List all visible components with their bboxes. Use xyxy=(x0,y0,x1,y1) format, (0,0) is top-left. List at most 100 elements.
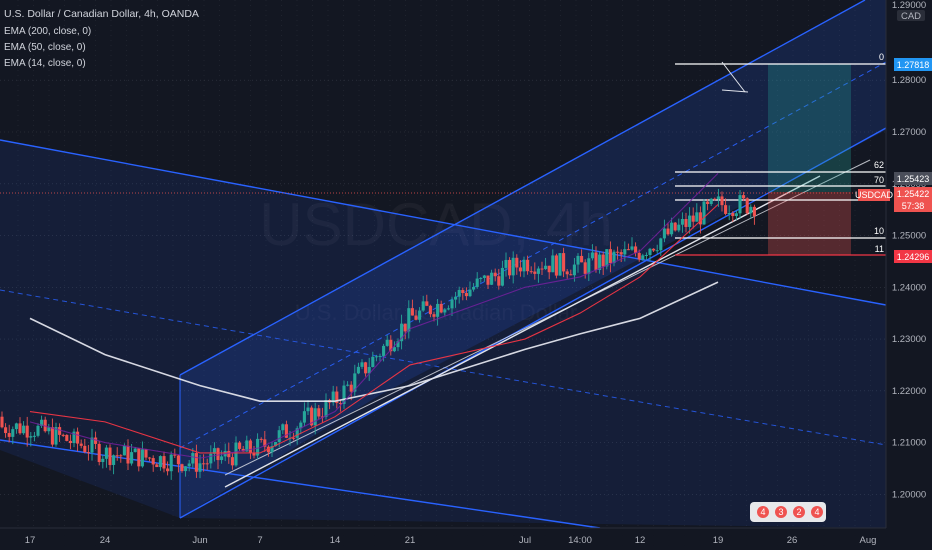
pattern-line-1[interactable] xyxy=(721,61,746,93)
currency-badge[interactable] xyxy=(897,10,925,21)
candle-body xyxy=(511,257,515,276)
candle-body xyxy=(684,219,688,227)
candle-body xyxy=(72,431,76,444)
badge-icon-2[interactable] xyxy=(775,506,787,518)
candle-body xyxy=(468,289,472,297)
descending-channel-upper[interactable] xyxy=(0,139,887,306)
time-tick-label: 14 xyxy=(330,535,341,546)
position-stop-zone[interactable] xyxy=(768,192,851,255)
candle-body xyxy=(119,455,123,457)
candle-body xyxy=(40,419,44,426)
time-tick-label: 26 xyxy=(787,535,798,546)
fib-label-62: 62 xyxy=(874,160,884,170)
candle-body xyxy=(299,422,303,429)
candle-body xyxy=(306,407,310,412)
candle-body xyxy=(122,445,126,456)
candle-body xyxy=(158,456,162,468)
candle-body xyxy=(734,213,738,217)
position-target-zone[interactable] xyxy=(768,64,851,192)
candle-body xyxy=(137,448,141,467)
candle-body xyxy=(641,255,645,260)
candle-body xyxy=(580,255,584,263)
ema-line[interactable] xyxy=(29,173,719,459)
candle-body xyxy=(198,463,202,472)
candle-body xyxy=(14,423,18,430)
candle-body xyxy=(446,308,450,310)
fib-label-0: 0 xyxy=(879,52,884,62)
ascending-channel-mid[interactable] xyxy=(179,61,887,449)
pattern-line-2[interactable] xyxy=(721,89,749,93)
price-tick-label: 1.21000 xyxy=(892,438,926,449)
candle-body xyxy=(490,272,494,285)
candle-body xyxy=(130,452,134,464)
candle-body xyxy=(634,246,638,253)
candle-body xyxy=(626,249,630,251)
candle-body xyxy=(364,362,368,374)
candle-body xyxy=(310,407,314,426)
candle-body xyxy=(29,436,33,438)
candle-body xyxy=(522,259,526,272)
candle-body xyxy=(562,253,566,272)
candle-body xyxy=(482,275,486,278)
badge-icon-3[interactable] xyxy=(793,506,805,518)
candle-body xyxy=(342,385,346,404)
candle-body xyxy=(583,262,587,274)
candle-body xyxy=(432,314,436,317)
candle-body xyxy=(540,268,544,270)
candles-layer xyxy=(0,188,756,480)
badge-icon-1[interactable] xyxy=(757,506,769,518)
plot-area[interactable] xyxy=(0,0,886,528)
candle-body xyxy=(191,453,195,464)
candle-body xyxy=(403,323,407,332)
candle-body xyxy=(104,447,108,459)
candle-body xyxy=(709,198,713,205)
candle-body xyxy=(630,246,634,250)
price-tag-fib xyxy=(894,172,932,185)
candle-body xyxy=(637,252,641,260)
candle-body xyxy=(43,419,47,432)
price-tag-countdown: 57:38 xyxy=(902,201,925,211)
grid xyxy=(0,0,886,528)
descending-channel-mid[interactable] xyxy=(0,289,887,446)
candle-body xyxy=(176,455,180,465)
candle-body xyxy=(529,271,533,273)
candle-body xyxy=(612,251,616,264)
indicator-ema200[interactable]: EMA (200, close, 0) xyxy=(4,26,91,37)
candle-body xyxy=(706,201,710,205)
candle-body xyxy=(317,408,321,417)
trendline-1[interactable] xyxy=(224,175,821,488)
candle-body xyxy=(745,198,749,214)
time-axis[interactable] xyxy=(0,528,886,550)
ascending-channel-upper[interactable] xyxy=(179,0,866,376)
candle-body xyxy=(752,206,756,217)
candle-body xyxy=(367,366,371,374)
indicator-ema14[interactable]: EMA (14, close, 0) xyxy=(4,58,86,69)
candle-body xyxy=(673,222,677,231)
candle-body xyxy=(144,449,148,458)
ema-line[interactable] xyxy=(29,204,719,454)
candle-body xyxy=(360,362,364,367)
badge-icon-4[interactable] xyxy=(811,506,823,518)
candle-body xyxy=(86,452,90,454)
candle-body xyxy=(716,196,720,200)
candle-body xyxy=(702,201,706,225)
candle-body xyxy=(382,345,386,356)
watermark-symbol: USDCAD, 4h xyxy=(259,191,612,258)
candle-body xyxy=(738,195,742,214)
candle-body xyxy=(220,456,224,461)
badge-2: 3 xyxy=(778,507,783,517)
candle-body xyxy=(436,303,440,317)
candle-body xyxy=(97,443,101,463)
candle-body xyxy=(374,356,378,358)
candle-body xyxy=(349,384,353,392)
candle-body xyxy=(83,445,87,453)
price-tick-label: 1.23000 xyxy=(892,334,926,345)
candle-body xyxy=(598,254,602,271)
ema-line[interactable] xyxy=(29,281,719,402)
candle-body xyxy=(504,259,508,268)
candle-body xyxy=(662,228,666,239)
trendline-2[interactable] xyxy=(224,159,871,476)
indicator-ema50[interactable]: EMA (50, close, 0) xyxy=(4,42,86,53)
price-axis[interactable] xyxy=(886,0,932,528)
